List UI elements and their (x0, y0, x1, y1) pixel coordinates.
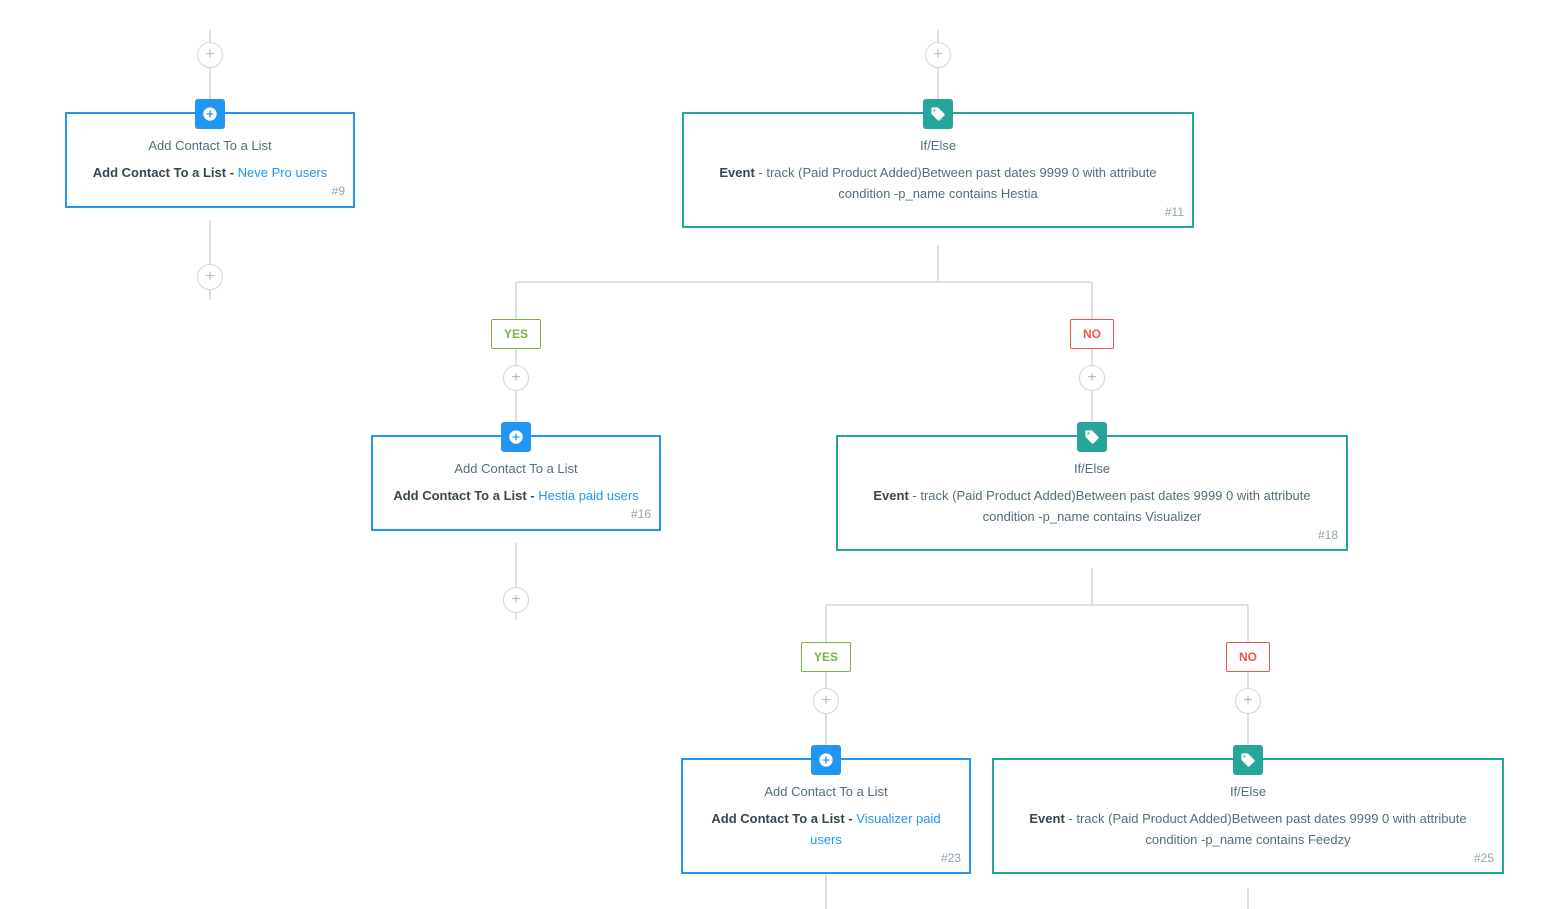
tag-icon (923, 99, 953, 129)
list-link[interactable]: Hestia paid users (538, 488, 638, 503)
add-icon (501, 422, 531, 452)
add-step-button[interactable]: + (1235, 688, 1261, 714)
node-number: #18 (1318, 526, 1338, 545)
add-step-button[interactable]: + (503, 365, 529, 391)
tag-icon (1233, 745, 1263, 775)
node-number: #25 (1474, 849, 1494, 868)
add-icon (811, 745, 841, 775)
add-step-button[interactable]: + (925, 42, 951, 68)
node-number: #23 (941, 849, 961, 868)
yes-branch-label: YES (801, 642, 851, 672)
node-title: If/Else (856, 459, 1328, 480)
add-icon (195, 99, 225, 129)
ifelse-node[interactable]: If/Else Event - track (Paid Product Added… (836, 435, 1348, 551)
node-number: #16 (631, 505, 651, 524)
add-contact-node[interactable]: Add Contact To a List Add Contact To a Li… (681, 758, 971, 874)
node-description: Event - track (Paid Product Added)Betwee… (856, 486, 1328, 528)
node-description: Event - track (Paid Product Added)Betwee… (1012, 809, 1484, 851)
tag-icon (1077, 422, 1107, 452)
node-title: Add Contact To a List (391, 459, 641, 480)
node-description: Add Contact To a List - Neve Pro users (85, 163, 335, 184)
add-contact-node[interactable]: Add Contact To a List Add Contact To a Li… (371, 435, 661, 531)
add-step-button[interactable]: + (1079, 365, 1105, 391)
yes-branch-label: YES (491, 319, 541, 349)
node-number: #9 (332, 182, 345, 201)
add-contact-node[interactable]: Add Contact To a List Add Contact To a Li… (65, 112, 355, 208)
node-title: If/Else (702, 136, 1174, 157)
no-branch-label: NO (1070, 319, 1114, 349)
node-number: #11 (1165, 203, 1184, 222)
node-title: If/Else (1012, 782, 1484, 803)
add-step-button[interactable]: + (197, 264, 223, 290)
add-step-button[interactable]: + (503, 587, 529, 613)
add-step-button[interactable]: + (197, 42, 223, 68)
ifelse-node[interactable]: If/Else Event - track (Paid Product Added… (992, 758, 1504, 874)
node-description: Add Contact To a List - Hestia paid user… (391, 486, 641, 507)
node-title: Add Contact To a List (701, 782, 951, 803)
add-step-button[interactable]: + (813, 688, 839, 714)
list-link[interactable]: Neve Pro users (238, 165, 328, 180)
ifelse-node[interactable]: If/Else Event - track (Paid Product Added… (682, 112, 1194, 228)
node-description: Event - track (Paid Product Added)Betwee… (702, 163, 1174, 205)
node-title: Add Contact To a List (85, 136, 335, 157)
no-branch-label: NO (1226, 642, 1270, 672)
node-description: Add Contact To a List - Visualizer paid … (701, 809, 951, 851)
